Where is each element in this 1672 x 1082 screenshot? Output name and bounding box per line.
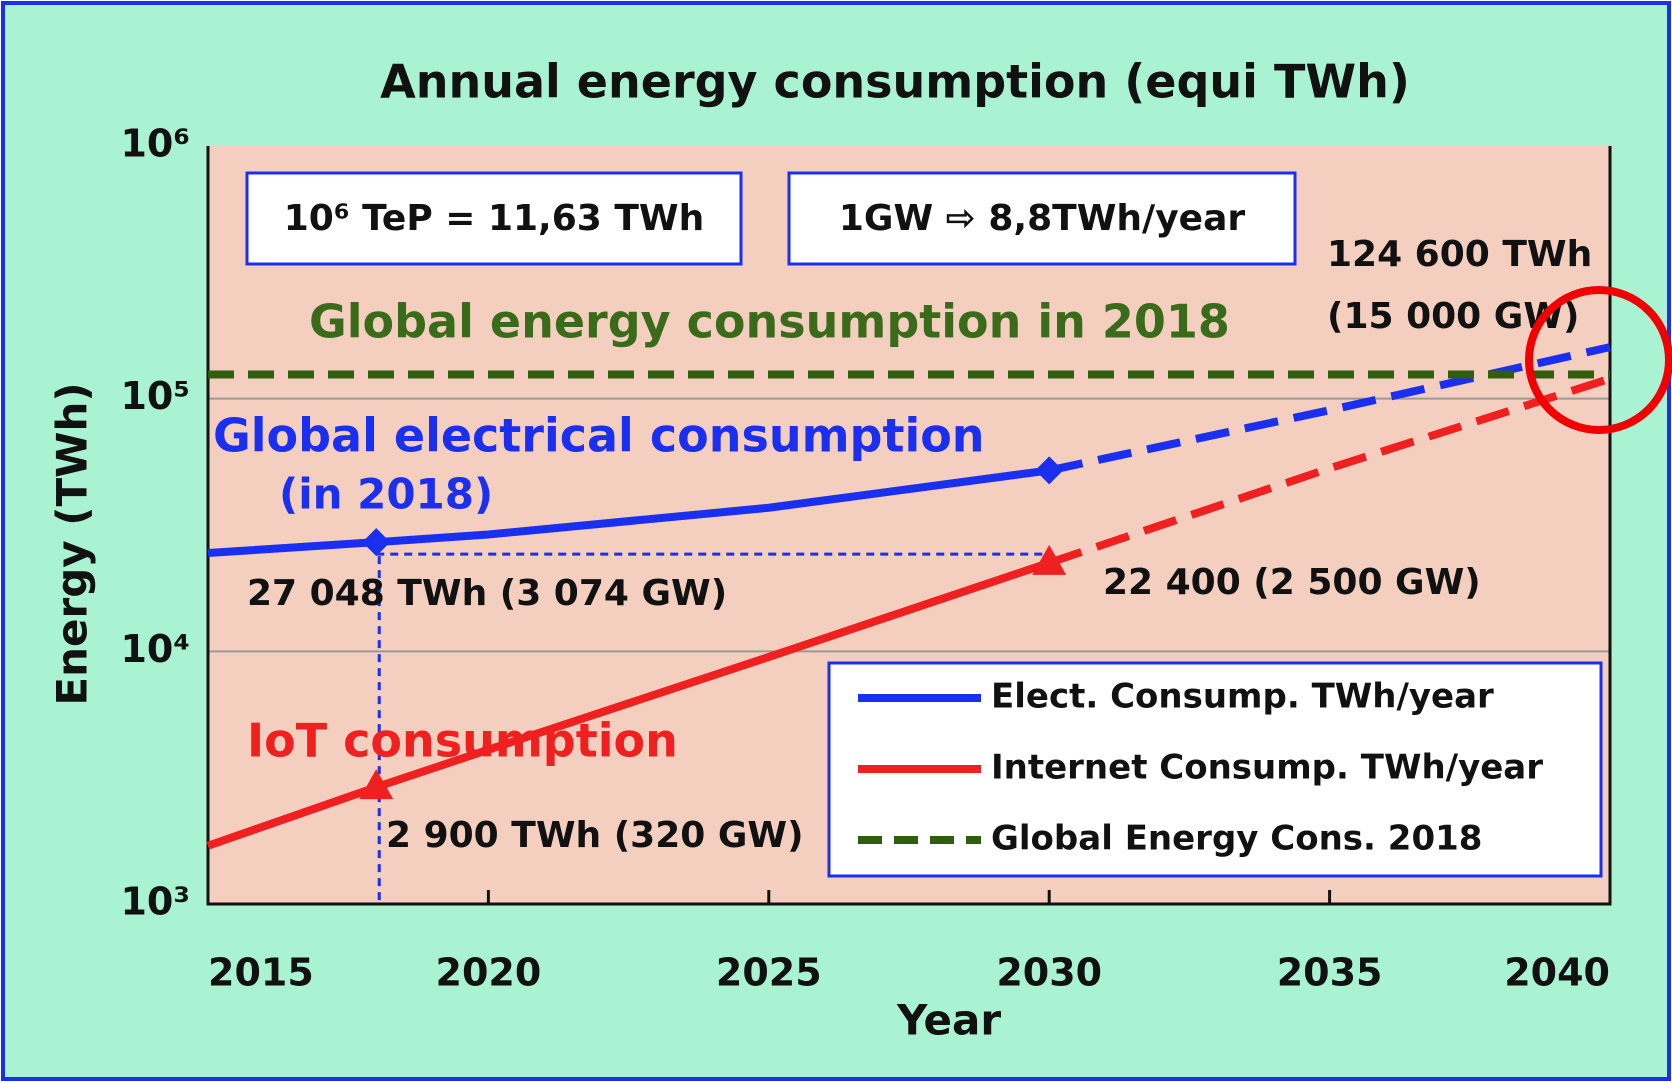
x-tick-label: 2020 [436, 951, 542, 995]
annotation: Global electrical consumption [213, 409, 985, 463]
y-tick-label: 10⁴ [120, 627, 190, 671]
note: 10⁶ TeP = 11,63 TWh [284, 198, 705, 239]
series-line [1048, 343, 1611, 475]
y-tick-label: 10³ [120, 880, 190, 924]
highlight-circle [1525, 286, 1672, 434]
note: 1GW ⇨ 8,8TWh/year [839, 198, 1246, 239]
chart-title: Annual energy consumption (equi TWh) [380, 55, 1410, 109]
legend-label: Global Energy Cons. 2018 [991, 819, 1482, 859]
annotation: 124 600 TWh [1327, 234, 1592, 275]
y-axis-label: Energy (TWh) [48, 382, 97, 705]
series-line [206, 559, 1051, 850]
annotation: (in 2018) [279, 470, 493, 519]
legend-label: Elect. Consump. TWh/year [991, 677, 1494, 717]
series-line [207, 466, 1050, 557]
x-tick-label: 2035 [1277, 951, 1383, 995]
x-tick-label: 2025 [716, 951, 822, 995]
note-box [787, 171, 1297, 266]
y-tick-label: 10⁵ [120, 374, 190, 418]
x-tick-label: 2030 [996, 951, 1102, 995]
note-box [245, 171, 743, 266]
annotation: 2 900 TWh (320 GW) [386, 815, 804, 856]
x-tick-label: 2015 [208, 951, 314, 995]
annotation: 22 400 (2 500 GW) [1103, 562, 1481, 603]
axes [206, 146, 1612, 906]
y-tick-label: 10⁶ [120, 122, 190, 166]
x-axis-label: Year [896, 996, 1001, 1045]
marker [1035, 456, 1064, 485]
annotation: Global energy consumption in 2018 [309, 295, 1230, 349]
marker [1032, 544, 1067, 575]
x-tick-label: 2040 [1504, 951, 1610, 995]
annotation: IoT consumption [247, 714, 678, 768]
legend-label: Internet Consump. TWh/year [991, 748, 1543, 788]
marker [362, 528, 391, 557]
marker [359, 769, 394, 800]
annotation: 27 048 TWh (3 074 GW) [247, 573, 727, 614]
